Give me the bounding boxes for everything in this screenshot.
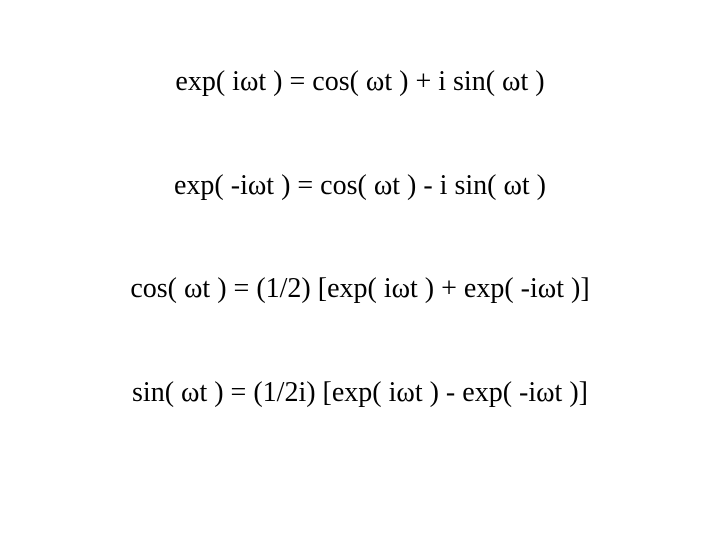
equation-euler-positive: exp( iωt ) = cos( ωt ) + i sin( ωt ) (0, 65, 720, 99)
equation-sine-identity: sin( ωt ) = (1/2i) [exp( iωt ) - exp( -i… (0, 376, 720, 410)
page: exp( iωt ) = cos( ωt ) + i sin( ωt ) exp… (0, 0, 720, 540)
equation-cosine-identity: cos( ωt ) = (1/2) [exp( iωt ) + exp( -iω… (0, 272, 720, 306)
equation-euler-negative: exp( -iωt ) = cos( ωt ) - i sin( ωt ) (0, 169, 720, 203)
